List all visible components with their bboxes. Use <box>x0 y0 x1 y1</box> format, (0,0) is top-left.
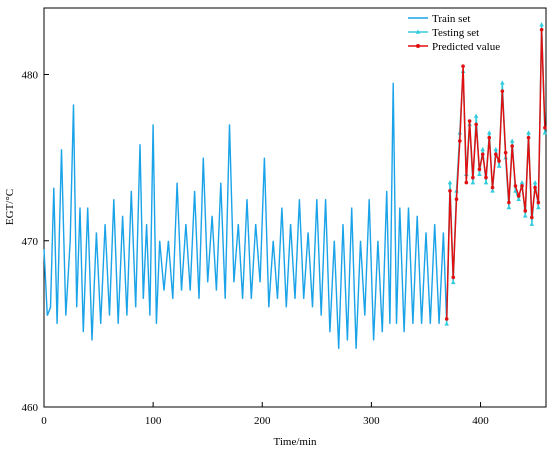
testing-point <box>483 180 489 185</box>
predicted-point <box>454 197 459 201</box>
axes: 0 100 200 300 400 460 470 480 <box>22 70 490 428</box>
series-layer <box>43 22 548 349</box>
predicted-point <box>494 152 498 157</box>
predicted-point <box>500 89 505 93</box>
predicted-point <box>471 175 475 180</box>
testing-point <box>450 279 456 285</box>
predicted-point <box>516 194 521 198</box>
predicted-point <box>467 119 472 123</box>
legend-entry-3: Predicted value <box>432 41 500 53</box>
predicted-point <box>461 64 465 68</box>
y-tick-label: 470 <box>22 236 39 248</box>
predicted-point <box>457 139 462 143</box>
x-tick-label: 100 <box>145 415 162 427</box>
predicted-point <box>464 180 469 185</box>
predicted-point <box>448 189 452 193</box>
testing-point <box>536 205 541 210</box>
testing-point <box>477 171 482 177</box>
predicted-point <box>444 317 449 321</box>
predicted-point <box>510 144 514 148</box>
predicted-point <box>497 159 501 163</box>
predicted-point <box>480 152 485 157</box>
x-tick-label: 0 <box>41 415 47 427</box>
predicted-point <box>503 150 508 155</box>
testing-point <box>493 146 499 152</box>
predicted-point <box>530 215 534 220</box>
y-tick-label: 460 <box>22 402 39 414</box>
legend: Train set Testing set Predicted value <box>408 13 500 53</box>
y-axis-label: EGT/°C <box>4 189 16 225</box>
testing-point <box>509 138 515 143</box>
testing-point <box>542 130 548 135</box>
x-axis-label: Time/min <box>274 436 317 448</box>
predicted-point <box>513 184 518 188</box>
testing-point <box>516 196 522 201</box>
predicted-point <box>490 185 495 190</box>
legend-marker <box>416 44 420 48</box>
testing-point <box>490 188 495 193</box>
legend-entry-2: Testing set <box>432 27 479 39</box>
testing-point <box>529 221 535 226</box>
predicted-point <box>539 27 544 32</box>
series-line-1 <box>43 82 448 349</box>
testing-point <box>522 213 528 218</box>
testing-point <box>486 130 492 135</box>
predicted-point <box>536 200 541 205</box>
testing-point <box>473 113 479 118</box>
plot-frame <box>43 7 547 408</box>
testing-point <box>447 180 453 185</box>
predicted-point <box>451 275 456 280</box>
x-tick-label: 400 <box>472 415 489 427</box>
predicted-point <box>507 200 511 205</box>
predicted-point <box>487 135 492 140</box>
x-tick-label: 200 <box>254 415 271 427</box>
testing-point <box>496 163 502 168</box>
predicted-point <box>523 209 528 213</box>
predicted-point <box>484 175 488 180</box>
legend-entry-1: Train set <box>432 13 470 25</box>
predicted-point <box>526 135 531 140</box>
testing-point <box>539 22 544 27</box>
testing-point <box>470 180 476 185</box>
predicted-point <box>520 184 524 188</box>
testing-point <box>444 321 449 326</box>
x-tick-label: 300 <box>363 415 380 427</box>
predicted-point <box>543 125 547 130</box>
testing-point <box>500 80 505 85</box>
predicted-point <box>474 122 478 127</box>
testing-point <box>519 180 525 185</box>
y-tick-label: 480 <box>22 70 39 82</box>
testing-point <box>532 180 538 185</box>
testing-point <box>506 205 512 210</box>
legend-marker <box>415 29 421 34</box>
predicted-point <box>533 185 537 190</box>
series-line-3 <box>445 29 546 319</box>
predicted-point <box>477 167 482 172</box>
testing-point <box>526 130 531 135</box>
testing-point <box>480 146 486 152</box>
